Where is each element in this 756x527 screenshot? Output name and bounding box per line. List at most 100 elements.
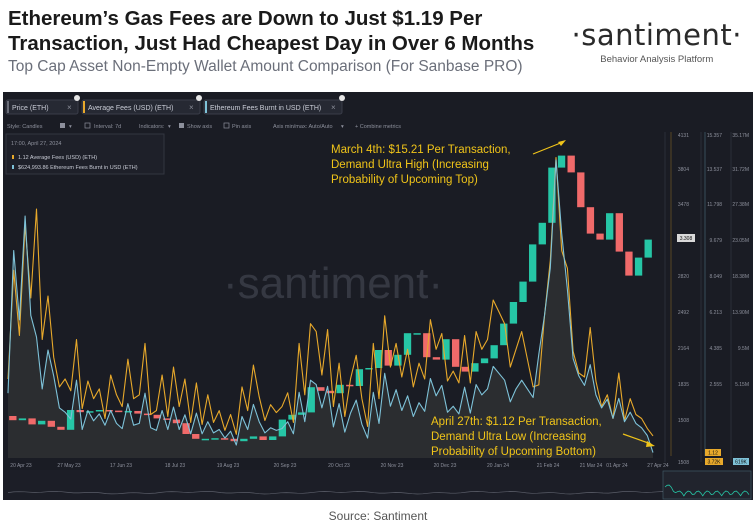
indicators-select[interactable]: Indicators:: [139, 124, 165, 130]
price-candle: [86, 411, 94, 413]
fees-value-badge: [705, 449, 721, 456]
price-candle: [586, 207, 595, 234]
x-axis-tick: 17 Jun 23: [110, 463, 132, 469]
fees-axis-tick: 6.213: [709, 310, 722, 316]
price-candle: [577, 172, 585, 208]
axis-min-max-select[interactable]: Axis min/max: Auto/Auto: [273, 124, 333, 130]
price-candle: [336, 384, 344, 394]
brand-tagline: Behavior Analysis Platform: [600, 54, 714, 65]
interval-checkbox[interactable]: [84, 122, 91, 129]
annotation-top-line-2: Demand Ultra High (Increasing: [331, 159, 489, 171]
tab-burnt-close-icon[interactable]: ×: [331, 103, 336, 112]
x-axis-tick: 20 Dec 23: [434, 463, 457, 469]
color-picker-icon[interactable]: [60, 123, 65, 128]
toolbar: Style: Candles ▾ Interval: 7d Indicators…: [7, 122, 401, 130]
tab-price[interactable]: [5, 99, 79, 115]
price-candle: [124, 410, 132, 413]
navigator-selection-line: [664, 484, 750, 497]
fees-axis-bottom-badge: [705, 458, 723, 465]
title-line-2: Transaction, Just Had Cheapest Day in Ov…: [8, 32, 535, 55]
price-candle: [413, 333, 421, 335]
x-axis-tick: 19 Aug 23: [217, 463, 240, 469]
tab-fees-settings-icon[interactable]: [196, 95, 202, 101]
brand-name: ·santiment·: [571, 18, 742, 52]
price-candle: [461, 366, 469, 372]
interval-select[interactable]: Interval: 7d: [94, 124, 121, 130]
x-axis-tick: 21 Mar 24: [580, 463, 603, 469]
combine-metrics-button[interactable]: + Combine metrics: [355, 124, 401, 130]
header: Ethereum’s Gas Fees are Down to Just $1.…: [8, 6, 568, 76]
price-candle: [634, 257, 643, 276]
navigator[interactable]: [3, 470, 753, 500]
price-candle: [374, 350, 383, 368]
annotation-top-arrowhead: [558, 140, 566, 146]
price-candle: [538, 222, 546, 245]
price-candle: [394, 354, 402, 366]
price-candle: [95, 410, 104, 412]
tab-burnt-label: Ethereum Fees Burnt in USD (ETH): [210, 105, 321, 112]
price-candle: [57, 426, 65, 430]
chart-panel: Price (ETH) × Average Fees (USD) (ETH) ×…: [3, 92, 753, 500]
chart-svg: Price (ETH) × Average Fees (USD) (ETH) ×…: [3, 95, 753, 500]
x-axis-tick: 20 Sep 23: [274, 463, 297, 469]
price-candle: [326, 390, 335, 394]
tab-average-fees[interactable]: [81, 99, 201, 115]
price-candle: [182, 423, 190, 434]
tab-price-close-icon[interactable]: ×: [67, 103, 72, 112]
price-axis-tick: 4131: [678, 133, 689, 139]
tab-price-settings-icon[interactable]: [74, 95, 80, 101]
x-axis-tick: 01 Apr 24: [606, 463, 628, 469]
navigator-selection[interactable]: [662, 470, 752, 500]
price-candle: [249, 436, 258, 439]
price-candle: [403, 333, 412, 355]
price-candle: [644, 239, 652, 258]
chevron-down-icon[interactable]: ▾: [69, 124, 72, 130]
price-candle: [519, 281, 527, 302]
y-axis-labels: 41313804347831492820249221641835150815.3…: [678, 133, 749, 424]
source-caption: Source: Santiment: [328, 509, 428, 523]
price-value-badge: [677, 234, 695, 242]
price-axis-tick: 2164: [678, 346, 689, 352]
price-candle: [66, 410, 75, 430]
burnt-axis-tick: 5.15M: [735, 382, 749, 388]
subtitle: Top Cap Asset Non-Empty Wallet Amount Co…: [8, 58, 523, 75]
fees-axis-tick: 15.357: [707, 133, 723, 139]
tab-fees-burnt[interactable]: [203, 99, 343, 115]
tab-burnt-settings-icon[interactable]: [339, 95, 345, 101]
x-axis-tick: 20 Apr 23: [10, 463, 32, 469]
chevron-down-icon[interactable]: ▾: [341, 124, 344, 130]
pin-axis-label: Pin axis: [232, 124, 252, 130]
annotation-bottom-line-2: Demand Ultra Low (Increasing: [431, 431, 586, 443]
price-candle: [259, 436, 267, 440]
burnt-axis-bottom: 619K: [735, 460, 747, 466]
price-candle: [317, 387, 325, 391]
burnt-axis-tick: 35.17M: [732, 133, 749, 139]
value-badges: 3.308 1.12 1508 3.72K 619K: [677, 234, 749, 466]
price-axis-tick: 3804: [678, 167, 689, 173]
santiment-watermark: ·santiment·: [223, 259, 443, 308]
fees-burnt-series: [7, 159, 654, 453]
price-candle: [557, 155, 566, 168]
metric-tabs: Price (ETH) × Average Fees (USD) (ETH) ×…: [5, 95, 345, 115]
price-candle: [143, 413, 152, 416]
price-value-badge-text: 3.308: [680, 236, 693, 242]
fees-burnt-line: [7, 159, 654, 453]
fees-axis-tick: 2.555: [709, 382, 722, 388]
price-candle: [192, 434, 200, 439]
price-axis-tick: 1835: [678, 382, 689, 388]
burnt-axis-tick: 31.72M: [732, 167, 749, 173]
chevron-down-icon[interactable]: ▾: [168, 124, 171, 130]
pin-axis-checkbox[interactable]: [223, 122, 230, 129]
style-select[interactable]: Style: Candles: [7, 124, 43, 130]
tab-fees-label: Average Fees (USD) (ETH): [88, 105, 173, 112]
tab-fees-close-icon[interactable]: ×: [189, 103, 194, 112]
price-candle: [201, 438, 210, 441]
x-axis-tick: 20 Jan 24: [487, 463, 509, 469]
x-axis-labels: 20 Apr 23 27 May 23 17 Jun 23 18 Jul 23 19 A…: [10, 463, 669, 469]
annotation-bottom-line-1: April 27th: $1.12 Per Transaction,: [431, 416, 602, 428]
price-candle: [172, 419, 181, 424]
fees-burnt-area: [8, 159, 653, 458]
price-candle: [509, 302, 518, 324]
show-axis-checkbox[interactable]: [179, 123, 184, 128]
x-axis-tick: 27 May 23: [57, 463, 81, 469]
